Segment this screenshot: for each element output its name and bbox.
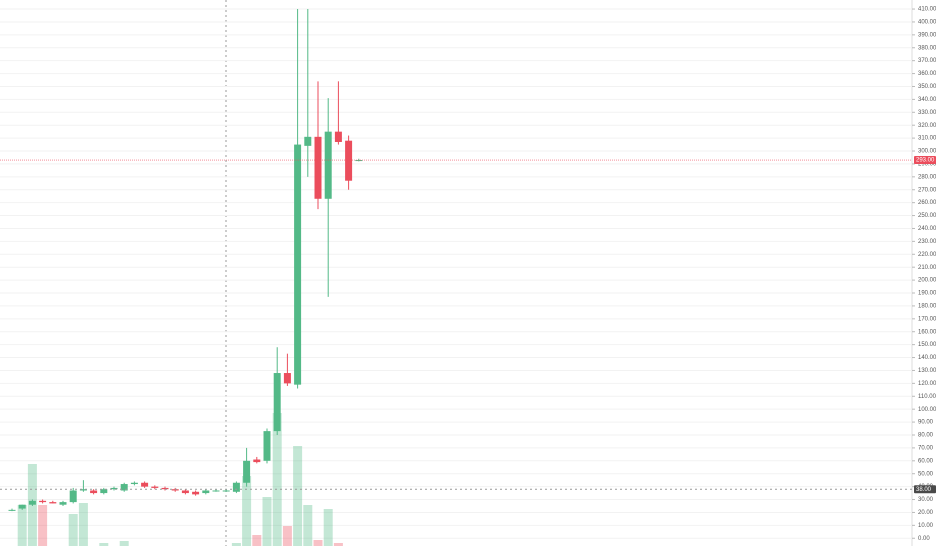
candle-body [243, 460, 251, 483]
volume-bar [78, 503, 88, 546]
volume-bar [119, 541, 129, 546]
candle-body [263, 431, 271, 461]
candle-body [59, 502, 67, 505]
y-tick-label: 400.00 [918, 20, 936, 26]
y-tick-label: 260.00 [918, 200, 936, 206]
y-tick-label: 90.00 [918, 420, 934, 426]
candle-body [18, 504, 26, 509]
candle-body [355, 160, 363, 162]
candle-body [345, 140, 353, 181]
y-tick-label: 200.00 [918, 278, 936, 284]
y-tick-label: 390.00 [918, 32, 936, 38]
y-tick-label: 370.00 [918, 58, 936, 64]
y-tick-label: 300.00 [918, 149, 936, 155]
candle-body [334, 131, 342, 142]
candle-body [120, 484, 128, 491]
y-tick-label: 310.00 [918, 136, 936, 142]
candle-body [49, 502, 57, 504]
candle-body [212, 490, 220, 492]
y-tick-label: 360.00 [918, 71, 936, 77]
volume-bar [262, 497, 272, 546]
y-tick-label: 340.00 [918, 97, 936, 103]
y-tick-label: 120.00 [918, 381, 936, 387]
candle-body [294, 144, 302, 385]
y-tick-label: 290.00 [918, 162, 936, 168]
candle-body [130, 482, 138, 485]
y-tick-label: 170.00 [918, 316, 936, 322]
volume-bar [38, 505, 48, 546]
candle-body [28, 500, 36, 505]
y-tick-label: 160.00 [918, 329, 936, 335]
y-tick-label: 190.00 [918, 291, 936, 297]
candle-body [192, 491, 200, 495]
y-tick-label: 140.00 [918, 355, 936, 361]
y-tick-label: 330.00 [918, 110, 936, 116]
y-tick-label: 180.00 [918, 303, 936, 309]
candle-body [90, 490, 98, 494]
y-tick-label: 70.00 [918, 445, 934, 451]
candle-body [273, 373, 281, 432]
candle-body [69, 490, 77, 503]
candle-body [181, 490, 189, 494]
y-tick-label: 130.00 [918, 368, 936, 374]
y-tick-label: 350.00 [918, 84, 936, 90]
candle-body [232, 482, 240, 492]
y-tick-label: 10.00 [918, 523, 934, 529]
volume-bar [231, 543, 241, 546]
y-tick-label: 30.00 [918, 497, 934, 503]
candle-body [283, 373, 291, 384]
y-tick-label: 20.00 [918, 510, 934, 516]
volume-bar [282, 526, 292, 546]
volume-bar [17, 505, 27, 546]
y-tick-label: 230.00 [918, 239, 936, 245]
candle-body [304, 136, 312, 146]
candle-body [110, 487, 118, 490]
candle-body [79, 489, 87, 491]
volume-bar [313, 540, 323, 546]
y-tick-label: 50.00 [918, 471, 934, 477]
volume-bar [333, 543, 343, 546]
volume-bar [99, 543, 109, 546]
candle-body [202, 490, 210, 494]
candle-body [314, 136, 322, 199]
candle-body [39, 500, 47, 503]
candle-body [161, 487, 169, 490]
volume-bar [323, 509, 333, 546]
candle-body [100, 489, 108, 494]
candle-body [141, 482, 149, 487]
y-tick-label: 0.00 [918, 536, 930, 542]
y-tick-label: 320.00 [918, 123, 936, 129]
candle-body [324, 131, 332, 199]
crosshair-label: 38.00 [916, 487, 932, 493]
candle-body [8, 509, 16, 511]
y-tick-label: 220.00 [918, 252, 936, 258]
y-tick-label: 270.00 [918, 187, 936, 193]
candle-body [222, 490, 230, 492]
y-tick-label: 100.00 [918, 407, 936, 413]
candle-body [151, 486, 159, 488]
y-tick-label: 250.00 [918, 213, 936, 219]
y-tick-label: 380.00 [918, 45, 936, 51]
y-tick-label: 240.00 [918, 226, 936, 232]
candle-body [171, 489, 179, 491]
volume-bar [242, 476, 252, 546]
volume-bar [303, 505, 313, 546]
y-tick-label: 280.00 [918, 174, 936, 180]
y-tick-label: 80.00 [918, 433, 934, 439]
y-tick-label: 210.00 [918, 265, 936, 271]
y-tick-label: 150.00 [918, 342, 936, 348]
volume-bar [252, 535, 262, 546]
y-tick-label: 110.00 [918, 394, 936, 400]
volume-bar [293, 446, 303, 546]
last-price-label: 293.00 [916, 158, 935, 164]
volume-bar [68, 514, 78, 546]
y-tick-label: 410.00 [918, 7, 936, 13]
y-tick-label: 60.00 [918, 458, 934, 464]
crosshair-badge [914, 485, 936, 494]
candle-body [253, 459, 261, 463]
last-price-badge [914, 156, 936, 165]
volume-bar [272, 413, 282, 546]
